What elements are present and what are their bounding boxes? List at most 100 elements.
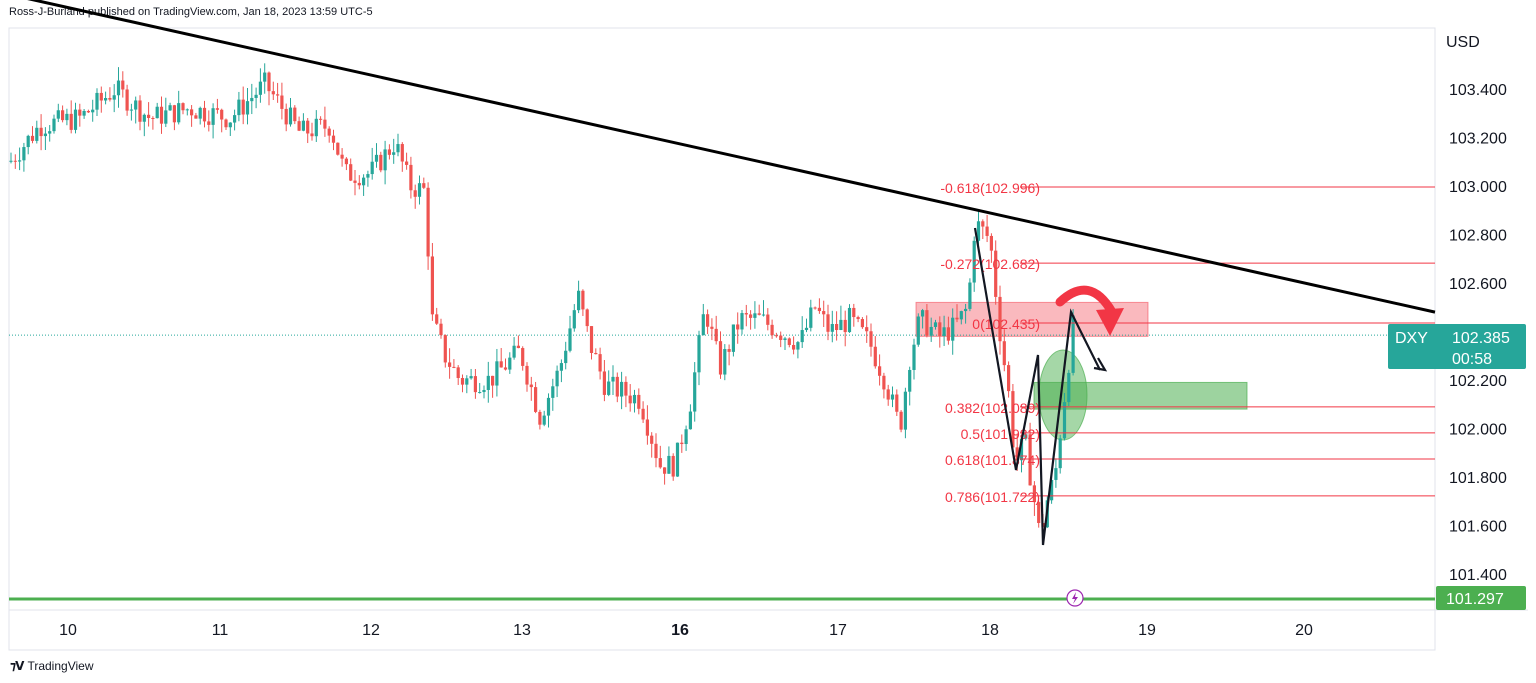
x-tick-label: 16 xyxy=(671,622,689,639)
candle-body xyxy=(439,323,443,336)
candle-body xyxy=(224,119,228,128)
support-price-value: 101.297 xyxy=(1446,591,1504,608)
candle-body xyxy=(362,177,366,186)
candle-body xyxy=(448,362,452,367)
candle-body xyxy=(534,387,538,412)
candle-body xyxy=(430,256,434,315)
candle-body xyxy=(774,335,778,337)
candle-body xyxy=(1007,365,1011,392)
candle-body xyxy=(1032,485,1036,503)
candle-body xyxy=(220,109,224,120)
zigzag-projection[interactable] xyxy=(973,227,1101,546)
candle-body xyxy=(1071,315,1075,373)
candle-body xyxy=(598,354,602,372)
candle-body xyxy=(1002,341,1006,366)
candle-body xyxy=(1028,434,1032,486)
candle-body xyxy=(542,415,546,425)
candle-body xyxy=(39,127,43,137)
candle-body xyxy=(267,72,271,92)
tradingview-mark-icon: ⁊V xyxy=(10,659,24,673)
candle-body xyxy=(331,135,336,143)
candle-body xyxy=(78,109,82,116)
candle-body xyxy=(473,376,477,393)
candle-body xyxy=(972,240,976,283)
candle-body xyxy=(830,323,834,332)
candle-body xyxy=(181,103,185,111)
candle-body xyxy=(637,394,641,409)
candle-body xyxy=(147,114,151,118)
candle-body xyxy=(826,314,830,332)
candle-body xyxy=(125,89,129,111)
x-tick-label: 10 xyxy=(59,622,77,639)
candle-body xyxy=(366,174,370,178)
candle-body xyxy=(327,128,331,136)
last-price-tag: DXY 102.385 00:58 xyxy=(1388,324,1526,369)
candle-body xyxy=(663,467,667,474)
candle-body xyxy=(13,160,17,162)
candle-body xyxy=(968,282,972,309)
y-tick-label: 102.800 xyxy=(1449,228,1507,245)
candle-body xyxy=(91,109,95,113)
candle-body xyxy=(245,101,250,115)
candle-body xyxy=(938,322,942,336)
candle-body xyxy=(671,455,675,477)
candle-body xyxy=(916,316,920,345)
candle-body xyxy=(340,154,344,159)
curved-arrowhead-icon xyxy=(1096,308,1124,336)
candle-body xyxy=(250,97,254,102)
candle-body xyxy=(508,357,512,370)
candle-body xyxy=(35,127,39,141)
candle-body xyxy=(667,455,671,474)
curved-arrow-icon[interactable] xyxy=(1055,285,1117,317)
candle-body xyxy=(198,107,202,119)
candle-body xyxy=(632,394,637,404)
candle-body xyxy=(792,344,796,350)
candle-body xyxy=(413,190,417,197)
candle-body xyxy=(624,381,628,396)
footer-brand: TradingView xyxy=(27,659,94,673)
candle-body xyxy=(61,110,65,121)
candle-body xyxy=(835,323,839,331)
candle-body xyxy=(168,105,172,111)
candle-body xyxy=(69,113,73,130)
candle-body xyxy=(297,121,301,131)
candle-body xyxy=(26,135,30,148)
fib-level-label: 0.786(101.722) xyxy=(945,489,1040,505)
candle-body xyxy=(422,183,426,188)
candle-body xyxy=(628,395,632,404)
candle-body xyxy=(615,376,619,397)
descending-trendline[interactable] xyxy=(9,0,1436,314)
candle-body xyxy=(942,327,946,336)
candle-body xyxy=(99,92,103,101)
candle-body xyxy=(142,114,146,122)
tradingview-logo[interactable]: ⁊V TradingView xyxy=(10,659,94,673)
candle-body xyxy=(409,164,413,191)
candle-body xyxy=(946,327,950,341)
candle-body xyxy=(989,235,993,251)
candle-body xyxy=(465,378,469,385)
candle-body xyxy=(9,160,13,162)
candle-body xyxy=(116,80,121,96)
y-tick-label: 102.600 xyxy=(1449,276,1507,293)
lightning-icon[interactable] xyxy=(1066,589,1084,607)
candle-body xyxy=(981,221,985,227)
candle-body xyxy=(512,345,516,358)
candle-body xyxy=(56,110,60,119)
candle-body xyxy=(306,120,310,134)
candle-body xyxy=(994,250,998,297)
candle-body xyxy=(650,435,654,444)
candle-body xyxy=(499,361,503,368)
x-tick-label: 11 xyxy=(212,622,229,639)
candle-body xyxy=(151,117,155,119)
candle-body xyxy=(723,349,727,375)
candle-body xyxy=(602,371,606,395)
candle-body xyxy=(684,429,688,445)
candle-body xyxy=(959,311,963,320)
candle-body xyxy=(190,109,194,116)
candle-body xyxy=(215,108,219,110)
candle-body xyxy=(882,375,886,390)
candle-body xyxy=(568,328,572,351)
candle-body xyxy=(155,106,159,119)
candle-body xyxy=(280,95,284,109)
